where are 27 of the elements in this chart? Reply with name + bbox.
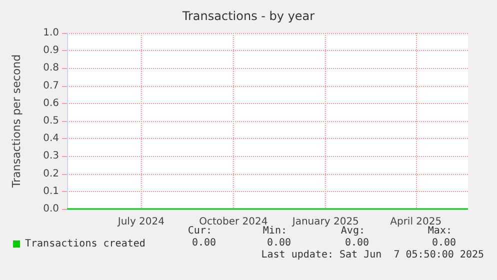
text: Cur: (188, 226, 212, 236)
text: Min: (262, 226, 287, 236)
y-tick-label: 0.6 (43, 98, 59, 109)
y-tick-label: 0.2 (43, 168, 59, 180)
chart-title: Transactions - by year (181, 9, 315, 23)
text: 0.00 (192, 238, 216, 248)
x-tick-label: April 2025 (390, 216, 442, 228)
text: Max: (428, 226, 452, 236)
x-tick-label: October 2024 (199, 216, 268, 228)
y-tick-label: 0.9 (43, 45, 59, 56)
y-axis-title: Transactions per second (10, 54, 23, 189)
legend-label: Transactions created (25, 238, 146, 250)
text: Avg: (340, 226, 365, 236)
y-tick-label: 0.4 (43, 133, 59, 144)
y-tick-label: 1.0 (43, 28, 59, 38)
y-tick-label: 0.7 (43, 80, 59, 92)
y-tick-label: 0.5 (43, 116, 59, 126)
x-tick-label: July 2024 (116, 216, 164, 228)
y-tick-label: 0.1 (43, 186, 59, 197)
y-tick-label: 0.0 (43, 204, 59, 214)
text: 0.00 (432, 238, 456, 248)
x-tick-label: January 2025 (291, 216, 359, 228)
y-tick-label: 0.8 (43, 62, 59, 74)
text: 0.00 (345, 238, 370, 248)
text: Last update: Sat Jun 7 05:50:00 2025 (261, 250, 484, 260)
text: 0.00 (267, 238, 292, 248)
y-tick-label: 0.3 (43, 150, 59, 162)
